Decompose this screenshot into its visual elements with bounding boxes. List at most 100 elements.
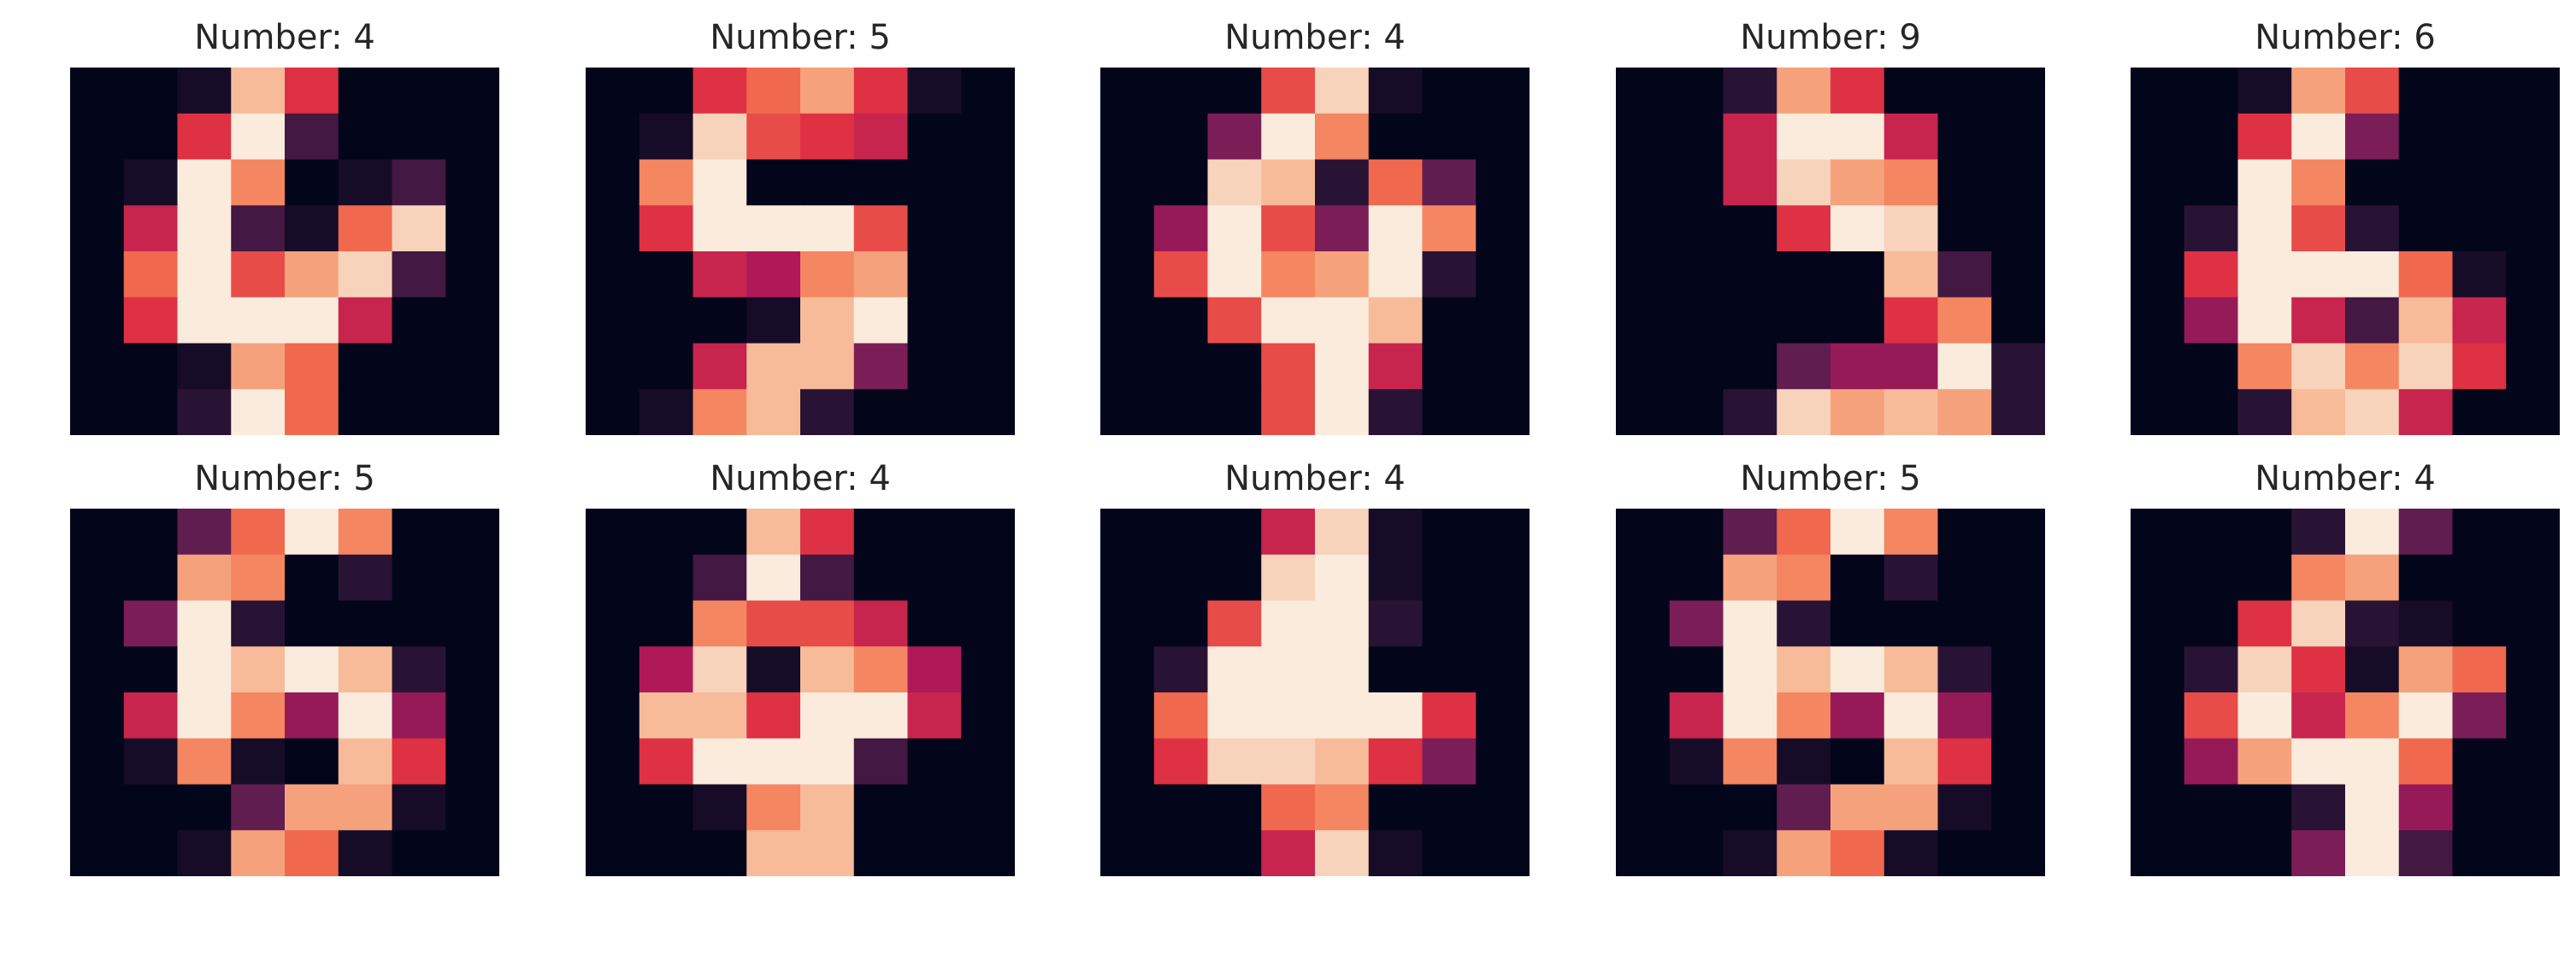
heatmap-cell	[1207, 830, 1262, 876]
heatmap-cell	[177, 692, 232, 739]
digit-panel-5: Number: 6	[2131, 10, 2560, 455]
heatmap-cell	[639, 509, 694, 556]
heatmap-cell	[1207, 113, 1262, 161]
heatmap-cell	[2131, 554, 2185, 602]
heatmap-cell	[392, 251, 446, 298]
heatmap-cell	[2506, 600, 2560, 647]
heatmap-cell	[70, 830, 125, 876]
heatmap-cell	[1315, 205, 1370, 252]
heatmap-cell	[123, 646, 179, 693]
heatmap-cell	[1422, 159, 1477, 206]
heatmap-cell	[1315, 692, 1370, 739]
heatmap-cell	[1830, 159, 1885, 206]
heatmap-cell	[338, 251, 393, 298]
heatmap-cell	[1777, 738, 1831, 786]
heatmap-cell	[445, 343, 499, 390]
heatmap-cell	[123, 389, 179, 435]
heatmap-cell	[177, 646, 232, 693]
panel-title: Number: 4	[1224, 459, 1406, 498]
heatmap-cell	[1883, 251, 1939, 298]
heatmap-cell	[961, 600, 1015, 647]
heatmap-cell	[2452, 692, 2507, 739]
heatmap-cell	[800, 68, 855, 115]
heatmap-cell	[2398, 389, 2454, 435]
heatmap-cell	[1100, 159, 1155, 206]
heatmap-cell	[800, 600, 855, 647]
digit-heatmap	[70, 509, 499, 876]
heatmap-cell	[586, 784, 640, 831]
heatmap-cell	[2398, 205, 2454, 252]
heatmap-cell	[2131, 205, 2185, 252]
heatmap-cell	[1777, 113, 1831, 161]
heatmap-cell	[1723, 738, 1777, 786]
heatmap-cell	[1368, 646, 1424, 693]
heatmap-cell	[2452, 389, 2507, 435]
heatmap-cell	[1315, 830, 1370, 876]
heatmap-cell	[1422, 600, 1477, 647]
panel-title: Number: 6	[2255, 18, 2436, 57]
heatmap-cell	[1422, 343, 1477, 390]
heatmap-cell	[2184, 554, 2239, 602]
heatmap-cell	[2452, 68, 2507, 115]
heatmap-cell	[1991, 646, 2045, 693]
heatmap-cell	[1669, 600, 1724, 647]
heatmap-cell	[2237, 159, 2292, 206]
heatmap-cell	[2184, 646, 2239, 693]
heatmap-cell	[853, 509, 909, 556]
heatmap-cell	[907, 692, 962, 739]
heatmap-cell	[2184, 389, 2239, 435]
heatmap-cell	[1476, 113, 1530, 161]
heatmap-cell	[1991, 68, 2045, 115]
heatmap-cell	[1777, 646, 1831, 693]
heatmap-cell	[1422, 646, 1477, 693]
heatmap-cell	[1153, 159, 1209, 206]
heatmap-cell	[1422, 297, 1477, 344]
heatmap-cell	[177, 159, 232, 206]
heatmap-cell	[1669, 343, 1724, 390]
digit-heatmap	[1100, 68, 1530, 435]
heatmap-cell	[285, 692, 339, 739]
heatmap-cell	[1476, 343, 1530, 390]
heatmap-cell	[853, 738, 909, 786]
heatmap-cell	[907, 554, 962, 602]
heatmap-cell	[2131, 692, 2185, 739]
heatmap-cell	[1830, 692, 1885, 739]
heatmap-cell	[1830, 784, 1885, 831]
heatmap-cell	[1315, 784, 1370, 831]
heatmap-cell	[1937, 738, 1992, 786]
heatmap-cell	[746, 738, 801, 786]
heatmap-cell	[231, 297, 286, 344]
heatmap-cell	[1830, 830, 1885, 876]
heatmap-cell	[586, 509, 640, 556]
heatmap-cell	[1723, 68, 1777, 115]
heatmap-cell	[693, 830, 747, 876]
heatmap-cell	[392, 646, 446, 693]
heatmap-cell	[1261, 738, 1316, 786]
digit-heatmap	[1616, 68, 2045, 435]
heatmap-cell	[1616, 343, 1671, 390]
heatmap-cell	[907, 205, 962, 252]
heatmap-cell	[392, 784, 446, 831]
heatmap-cell	[1153, 205, 1209, 252]
heatmap-cell	[1991, 738, 2045, 786]
heatmap-cell	[1883, 830, 1939, 876]
heatmap-cell	[2237, 738, 2292, 786]
heatmap-cell	[1830, 600, 1885, 647]
heatmap-cell	[1153, 738, 1209, 786]
heatmap-cell	[1991, 554, 2045, 602]
heatmap-cell	[1207, 692, 1262, 739]
heatmap-cell	[746, 205, 801, 252]
heatmap-cell	[2452, 205, 2507, 252]
heatmap-cell	[1315, 343, 1370, 390]
heatmap-cell	[123, 600, 179, 647]
heatmap-cell	[1991, 343, 2045, 390]
heatmap-cell	[445, 692, 499, 739]
heatmap-cell	[123, 159, 179, 206]
heatmap-cell	[392, 509, 446, 556]
heatmap-cell	[70, 554, 125, 602]
digit-panel-2: Number: 5	[586, 10, 1015, 455]
heatmap-cell	[961, 113, 1015, 161]
heatmap-cell	[285, 509, 339, 556]
heatmap-cell	[586, 251, 640, 298]
heatmap-cell	[2506, 113, 2560, 161]
